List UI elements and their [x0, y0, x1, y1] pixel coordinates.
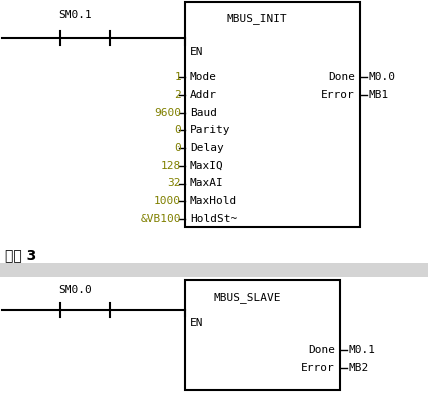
Text: MB2: MB2 — [349, 363, 369, 373]
Text: SM0.0: SM0.0 — [58, 285, 92, 295]
Text: 32: 32 — [167, 178, 181, 189]
Text: Error: Error — [321, 90, 355, 100]
Text: M0.0: M0.0 — [369, 72, 396, 82]
Text: EN: EN — [190, 318, 203, 328]
Text: MBUS_SLAVE: MBUS_SLAVE — [213, 292, 281, 303]
Text: HoldSt~: HoldSt~ — [190, 214, 237, 224]
Text: 9600: 9600 — [154, 108, 181, 118]
Text: MaxIQ: MaxIQ — [190, 161, 224, 171]
Text: SM0.1: SM0.1 — [58, 10, 92, 20]
Text: Baud: Baud — [190, 108, 217, 118]
Bar — [0, 263, 428, 277]
Text: Error: Error — [301, 363, 335, 373]
Text: M0.1: M0.1 — [349, 345, 376, 355]
Text: 128: 128 — [161, 161, 181, 171]
Text: 网络 3: 网络 3 — [5, 248, 36, 262]
Text: 1000: 1000 — [154, 196, 181, 206]
Text: 0: 0 — [174, 143, 181, 153]
Text: &VB100: &VB100 — [140, 214, 181, 224]
Text: Mode: Mode — [190, 72, 217, 82]
Text: 0: 0 — [174, 125, 181, 135]
Bar — [185, 280, 340, 390]
Text: EN: EN — [190, 47, 203, 57]
Text: Delay: Delay — [190, 143, 224, 153]
Text: Addr: Addr — [190, 90, 217, 100]
Text: Parity: Parity — [190, 125, 231, 135]
Text: MB1: MB1 — [369, 90, 389, 100]
Text: MaxAI: MaxAI — [190, 178, 224, 189]
Text: Done: Done — [308, 345, 335, 355]
Text: Done: Done — [328, 72, 355, 82]
Text: 2: 2 — [174, 90, 181, 100]
Text: MBUS_INIT: MBUS_INIT — [226, 13, 287, 24]
Bar — [185, 2, 360, 227]
Text: MaxHold: MaxHold — [190, 196, 237, 206]
Text: 1: 1 — [174, 72, 181, 82]
